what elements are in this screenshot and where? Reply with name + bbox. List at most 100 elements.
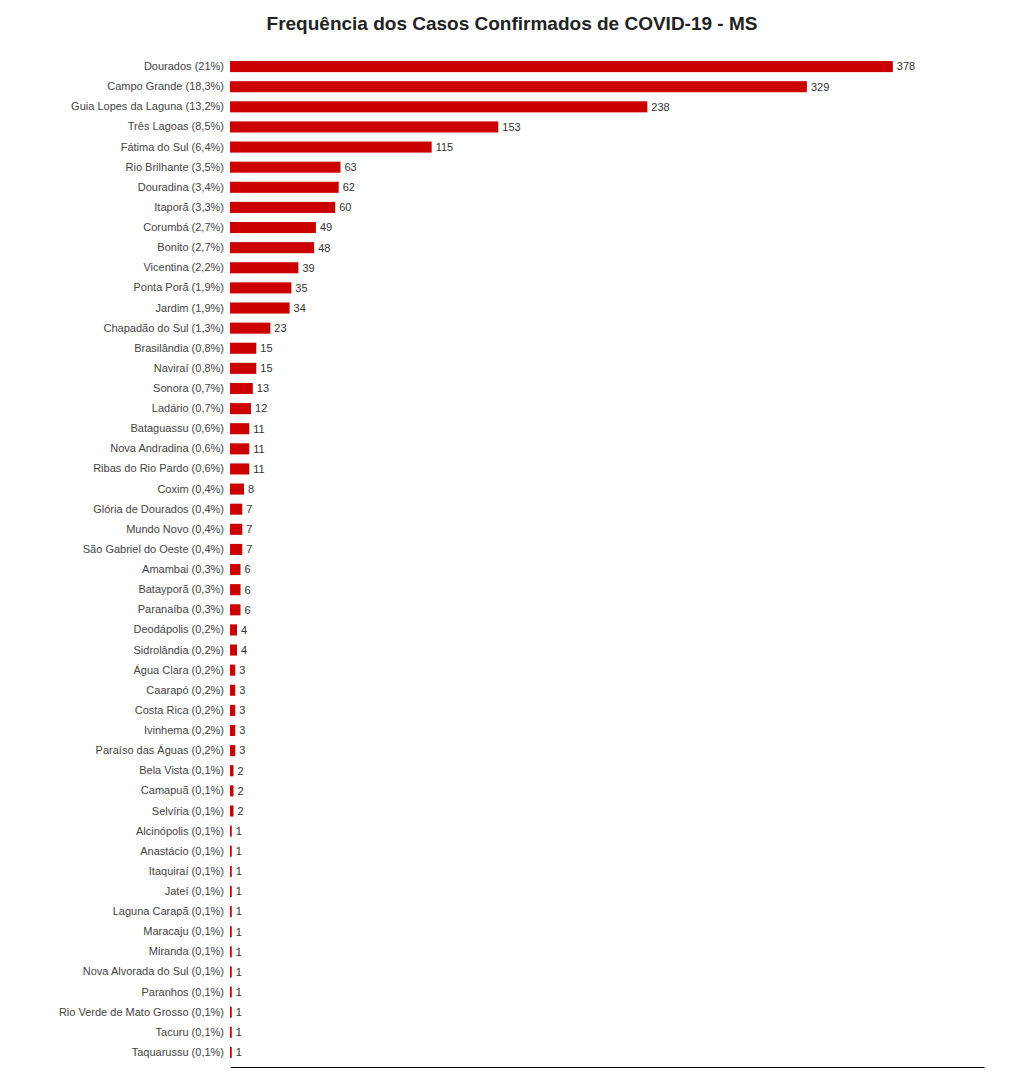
tick-label: Jardim (1,9%) [156, 302, 224, 314]
tick-label: Fátima do Sul (6,4%) [121, 141, 224, 153]
tick: Costa Rica (0,2%) [135, 704, 224, 716]
tick: Ivinhema (0,2%) [144, 724, 224, 736]
tick: Camapuã (0,1%) [141, 784, 224, 796]
data-label: 13 [257, 382, 269, 394]
bar [230, 242, 314, 253]
data-label: 4 [241, 644, 247, 656]
bar [230, 1047, 232, 1058]
tick-label: Camapuã (0,1%) [141, 784, 224, 796]
data-label: 153 [502, 121, 520, 133]
tick-label: Anastácio (0,1%) [140, 845, 224, 857]
tick: Água Clara (0,2%) [134, 664, 225, 676]
data-label: 1 [236, 845, 242, 857]
bar [230, 1007, 232, 1018]
bar [230, 121, 498, 132]
data-label: 1 [236, 825, 242, 837]
tick: Ladário (0,7%) [152, 402, 224, 414]
tick-label: Itaquiraí (0,1%) [149, 865, 224, 877]
tick-label: Campo Grande (18,3%) [107, 80, 224, 92]
bar [230, 302, 290, 313]
data-label: 15 [260, 342, 272, 354]
bar [230, 584, 241, 595]
tick-label: Mundo Novo (0,4%) [126, 523, 224, 535]
data-label: 62 [343, 181, 355, 193]
bar [230, 604, 241, 615]
data-label: 6 [245, 604, 251, 616]
tick-label: Naviraí (0,8%) [154, 362, 224, 374]
data-label: 23 [274, 322, 286, 334]
data-label: 4 [241, 624, 247, 636]
data-label: 1 [236, 885, 242, 897]
data-label: 34 [294, 302, 306, 314]
chart: Frequência dos Casos Confirmados de COVI… [0, 0, 1024, 1083]
data-label: 1 [236, 1026, 242, 1038]
bar [230, 61, 893, 72]
tick: Sonora (0,7%) [153, 382, 224, 394]
tick: Nova Andradina (0,6%) [110, 442, 224, 454]
tick: Chapadão do Sul (1,3%) [104, 322, 224, 334]
tick: Paranhos (0,1%) [141, 986, 224, 998]
bar [230, 484, 244, 495]
tick-label: Paraíso das Águas (0,2%) [96, 744, 224, 756]
data-label: 11 [253, 463, 264, 475]
tick-label: Ladário (0,7%) [152, 402, 224, 414]
data-label: 3 [239, 704, 245, 716]
data-label: 6 [245, 563, 251, 575]
tick: Bela Vista (0,1%) [139, 764, 224, 776]
bar [230, 564, 241, 575]
tick-label: Costa Rica (0,2%) [135, 704, 224, 716]
tick-label: Três Lagoas (8,5%) [128, 120, 224, 132]
tick: Alcinópolis (0,1%) [136, 825, 224, 837]
tick-label: Glória de Dourados (0,4%) [93, 503, 224, 515]
y-axis: Dourados (21%)Campo Grande (18,3%)Guia L… [59, 60, 224, 1058]
bar [230, 785, 234, 796]
tick: Fátima do Sul (6,4%) [121, 141, 224, 153]
bar [230, 846, 232, 857]
data-label: 329 [811, 81, 829, 93]
tick-label: Batayporã (0,3%) [138, 583, 224, 595]
bar [230, 745, 235, 756]
bar [230, 222, 316, 233]
data-label: 7 [246, 543, 252, 555]
tick: Vicentina (2,2%) [143, 261, 224, 273]
tick-label: Nova Alvorada do Sul (0,1%) [83, 965, 224, 977]
tick: Selvíria (0,1%) [152, 805, 224, 817]
tick: Brasilândia (0,8%) [134, 342, 224, 354]
bar [230, 685, 235, 696]
data-label: 11 [253, 443, 264, 455]
tick-label: Sonora (0,7%) [153, 382, 224, 394]
tick-label: Amambai (0,3%) [142, 563, 224, 575]
data-label: 3 [239, 724, 245, 736]
bar [230, 946, 232, 957]
bar [230, 805, 234, 816]
tick-label: Douradina (3,4%) [138, 181, 224, 193]
data-label: 3 [239, 744, 245, 756]
tick-label: Ivinhema (0,2%) [144, 724, 224, 736]
tick: Ribas do Rio Pardo (0,6%) [93, 462, 224, 474]
tick: Jardim (1,9%) [156, 302, 224, 314]
tick-label: Itaporã (3,3%) [154, 201, 224, 213]
data-label: 7 [246, 503, 252, 515]
bar [230, 363, 256, 374]
data-label: 1 [236, 966, 242, 978]
bar [230, 423, 249, 434]
tick-label: Chapadão do Sul (1,3%) [104, 322, 224, 334]
data-label: 2 [238, 805, 244, 817]
tick-label: Bela Vista (0,1%) [139, 764, 224, 776]
tick: Jateí (0,1%) [165, 885, 224, 897]
tick-label: Corumbá (2,7%) [143, 221, 224, 233]
bar [230, 162, 340, 173]
axis-line [231, 1067, 985, 1068]
data-label: 1 [236, 986, 242, 998]
tick: Sidrolândia (0,2%) [134, 644, 225, 656]
bar [230, 886, 232, 897]
data-label: 3 [239, 684, 245, 696]
x-axis [231, 1067, 985, 1068]
data-label: 12 [255, 402, 267, 414]
tick: Rio Verde de Mato Grosso (0,1%) [59, 1006, 224, 1018]
tick-label: Paranaíba (0,3%) [138, 603, 224, 615]
tick: Dourados (21%) [144, 60, 224, 72]
tick: Douradina (3,4%) [138, 181, 224, 193]
tick: Batayporã (0,3%) [138, 583, 224, 595]
bar [230, 343, 256, 354]
